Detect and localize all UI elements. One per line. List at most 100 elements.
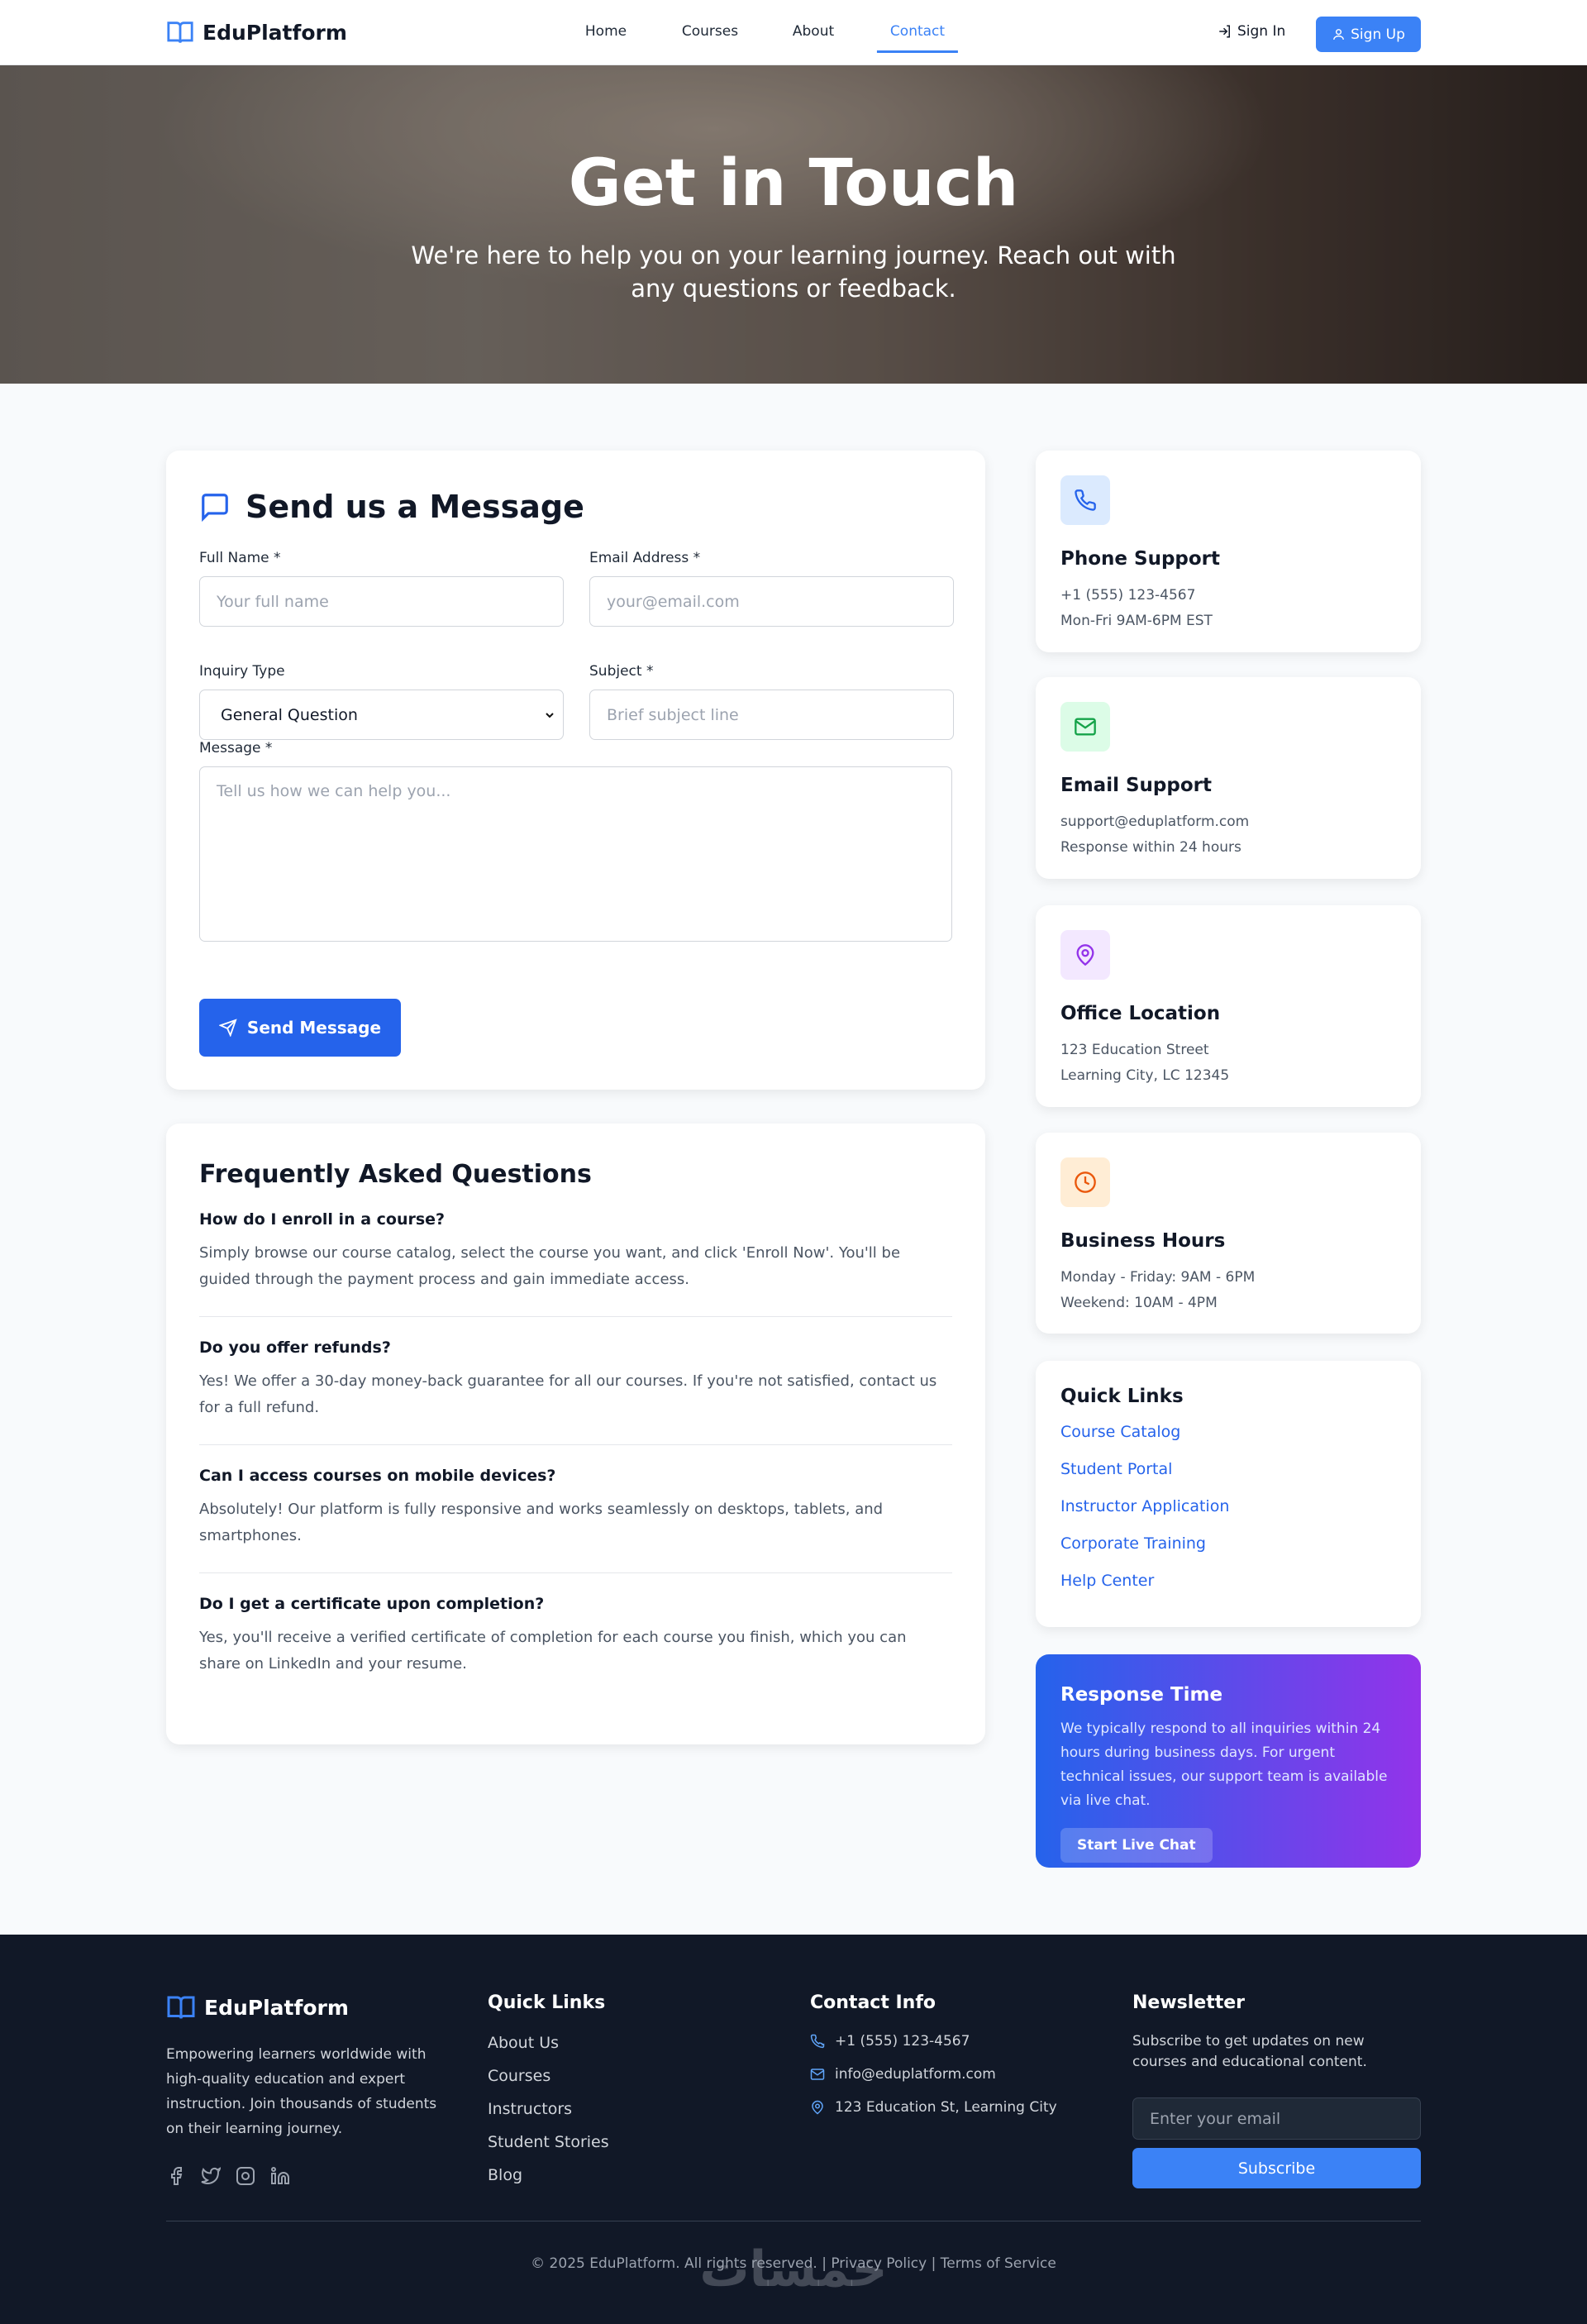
faq-title: Frequently Asked Questions <box>199 1160 592 1189</box>
sign-in-button[interactable]: Sign In <box>1218 23 1285 40</box>
clock-icon <box>1060 1157 1110 1207</box>
footer-contact-title: Contact Info <box>810 1992 936 2013</box>
footer-newsletter: Newsletter Subscribe to get updates on n… <box>1132 1992 1421 2188</box>
start-live-chat-button[interactable]: Start Live Chat <box>1060 1828 1213 1863</box>
sign-up-button[interactable]: Sign Up <box>1316 17 1421 52</box>
full-name-input[interactable]: Your full name <box>199 576 564 627</box>
book-icon <box>167 1996 195 2019</box>
form-title: Send us a Message <box>199 489 952 525</box>
card-title: Email Support <box>1060 775 1212 796</box>
log-in-icon <box>1219 25 1230 38</box>
brand-name: EduPlatform <box>203 20 347 45</box>
quick-link[interactable]: Instructor Application <box>1060 1497 1230 1515</box>
hero: Get in Touch We're here to help you on y… <box>0 65 1587 384</box>
subscribe-button[interactable]: Subscribe <box>1132 2148 1421 2188</box>
map-pin-icon <box>812 2100 823 2115</box>
nav-home[interactable]: Home <box>584 23 627 40</box>
faq-answer: Yes! We offer a 30-day money-back guaran… <box>199 1372 937 1416</box>
quick-link[interactable]: Corporate Training <box>1060 1534 1206 1553</box>
footer-address: 123 Education St, Learning City <box>835 2099 1057 2116</box>
linkedin-icon[interactable] <box>270 2166 290 2186</box>
footer-quick-links: Quick Links About Us Courses Instructors… <box>488 1992 609 2192</box>
subject-input[interactable]: Brief subject line <box>589 690 954 740</box>
inquiry-type-select[interactable]: General Question <box>199 690 564 740</box>
quick-link[interactable]: Course Catalog <box>1060 1423 1181 1441</box>
card-title: Business Hours <box>1060 1230 1226 1252</box>
phone-icon <box>1060 475 1110 525</box>
email-support-card: Email Support support@eduplatform.com Res… <box>1036 677 1421 879</box>
footer-quick-links-title: Quick Links <box>488 1992 606 2013</box>
footer-brand-name: EduPlatform <box>204 1995 349 2020</box>
footer-link[interactable]: Courses <box>488 2067 551 2085</box>
footer-description: Empowering learners worldwide with high-… <box>166 2046 437 2137</box>
top-nav: EduPlatform Home Courses About Contact S… <box>0 0 1587 65</box>
quick-link[interactable]: Help Center <box>1060 1572 1155 1590</box>
instagram-icon[interactable] <box>236 2166 255 2186</box>
faq-answer: Yes, you'll receive a verified certifica… <box>199 1629 907 1673</box>
office-location-card: Office Location 123 Education Street Lear… <box>1036 905 1421 1107</box>
response-time-card: Response Time We typically respond to al… <box>1036 1654 1421 1868</box>
footer-brand: EduPlatform Empowering learners worldwid… <box>166 1992 455 2186</box>
phone-icon <box>810 2034 825 2049</box>
footer-link[interactable]: About Us <box>488 2034 560 2052</box>
footer: EduPlatform Empowering learners worldwid… <box>0 1935 1587 2324</box>
faq-question: Do you offer refunds? <box>199 1339 391 1357</box>
footer-link[interactable]: Blog <box>488 2166 522 2184</box>
address-line: 123 Education Street <box>1060 1042 1209 1058</box>
message-label: Message * <box>199 740 273 756</box>
faq-question: How do I enroll in a course? <box>199 1210 446 1229</box>
watermark: خمسات <box>699 2240 888 2298</box>
message-textarea[interactable]: Tell us how we can help you... <box>199 766 952 942</box>
mail-icon <box>1060 702 1110 752</box>
quick-link[interactable]: Student Portal <box>1060 1460 1173 1478</box>
footer-email: info@eduplatform.com <box>835 2066 996 2083</box>
footer-link[interactable]: Instructors <box>488 2100 573 2118</box>
full-name-label: Full Name * <box>199 550 281 566</box>
support-email: support@eduplatform.com <box>1060 814 1250 830</box>
card-title: Office Location <box>1060 1003 1221 1024</box>
card-title: Phone Support <box>1060 548 1221 570</box>
newsletter-text: Subscribe to get updates on new courses … <box>1132 2033 1367 2070</box>
nav-courses[interactable]: Courses <box>681 23 739 40</box>
nav-about[interactable]: About <box>792 23 835 40</box>
subject-label: Subject * <box>589 663 654 680</box>
email-label: Email Address * <box>589 550 701 566</box>
hours-line: Weekend: 10AM - 4PM <box>1060 1295 1218 1311</box>
address-line: Learning City, LC 12345 <box>1060 1067 1230 1084</box>
response-title: Response Time <box>1060 1684 1223 1706</box>
nav-contact[interactable]: Contact <box>876 23 959 53</box>
send-icon <box>218 1019 237 1037</box>
newsletter-email-input[interactable]: Enter your email <box>1132 2097 1421 2140</box>
faq-card: Frequently Asked Questions How do I enro… <box>166 1124 985 1744</box>
contact-form-card: Send us a Message Full Name * Your full n… <box>166 451 985 1090</box>
inquiry-type-value: General Question <box>221 705 358 724</box>
faq-answer: Absolutely! Our platform is fully respon… <box>199 1501 884 1544</box>
send-message-button[interactable]: Send Message <box>199 999 401 1057</box>
faq-item: Do you offer refunds? Yes! We offer a 30-… <box>199 1317 952 1445</box>
facebook-icon[interactable] <box>166 2166 186 2186</box>
faq-item: Can I access courses on mobile devices? A… <box>199 1445 952 1573</box>
send-message-label: Send Message <box>246 1018 382 1038</box>
message-square-icon <box>202 494 228 523</box>
twitter-icon[interactable] <box>201 2166 221 2186</box>
hours-line: Monday - Friday: 9AM - 6PM <box>1060 1269 1256 1286</box>
chevron-down-icon <box>546 712 554 718</box>
newsletter-title: Newsletter <box>1132 1992 1246 2013</box>
quick-links-card: Quick Links Course Catalog Student Porta… <box>1036 1361 1421 1627</box>
email-input[interactable]: your@email.com <box>589 576 954 627</box>
faq-question: Do I get a certificate upon completion? <box>199 1595 545 1613</box>
form-title-text: Send us a Message <box>245 489 584 525</box>
copyright: © 2025 EduPlatform. All rights reserved.… <box>531 2255 1056 2272</box>
faq-question: Can I access courses on mobile devices? <box>199 1467 556 1485</box>
faq-answer: Simply browse our course catalog, select… <box>199 1244 901 1288</box>
response-note: Response within 24 hours <box>1060 839 1241 856</box>
footer-contact: Contact Info +1 (555) 123-4567 info@edup… <box>810 1992 1057 2124</box>
book-icon <box>167 21 193 44</box>
footer-link[interactable]: Student Stories <box>488 2133 609 2151</box>
business-hours-card: Business Hours Monday - Friday: 9AM - 6P… <box>1036 1133 1421 1334</box>
faq-item: Do I get a certificate upon completion? Y… <box>199 1573 952 1701</box>
phone-number: +1 (555) 123-4567 <box>1060 587 1196 604</box>
phone-support-card: Phone Support +1 (555) 123-4567 Mon-Fri 9… <box>1036 451 1421 652</box>
sign-in-label: Sign In <box>1237 23 1286 40</box>
brand-logo[interactable]: EduPlatform <box>166 18 347 46</box>
